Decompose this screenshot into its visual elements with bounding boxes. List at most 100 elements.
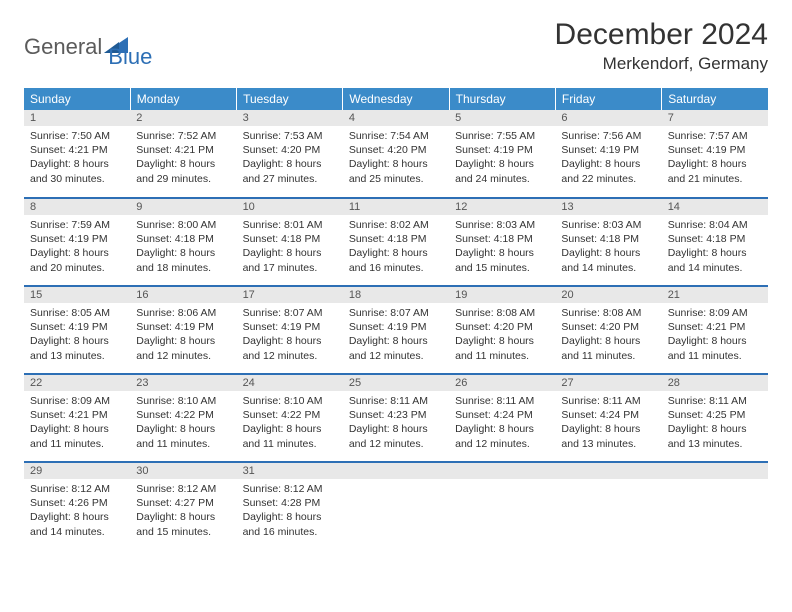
day-number: 10: [237, 199, 343, 215]
calendar-day-cell: 13Sunrise: 8:03 AMSunset: 4:18 PMDayligh…: [555, 198, 661, 286]
logo-text-blue: Blue: [108, 44, 152, 70]
daylight-line: Daylight: 8 hours and 13 minutes.: [30, 334, 124, 362]
calendar-day-cell: 16Sunrise: 8:06 AMSunset: 4:19 PMDayligh…: [130, 286, 236, 374]
sunset-line: Sunset: 4:19 PM: [668, 143, 762, 157]
day-number: 3: [237, 110, 343, 126]
sunset-line: Sunset: 4:22 PM: [136, 408, 230, 422]
calendar-day-cell: 7Sunrise: 7:57 AMSunset: 4:19 PMDaylight…: [662, 110, 768, 198]
calendar-day-cell: [555, 462, 661, 550]
calendar-day-cell: [662, 462, 768, 550]
day-details: Sunrise: 8:12 AMSunset: 4:26 PMDaylight:…: [24, 479, 130, 543]
sunset-line: Sunset: 4:19 PM: [455, 143, 549, 157]
day-details: Sunrise: 8:00 AMSunset: 4:18 PMDaylight:…: [130, 215, 236, 279]
sunrise-line: Sunrise: 8:07 AM: [349, 306, 443, 320]
sunset-line: Sunset: 4:26 PM: [30, 496, 124, 510]
daylight-line: Daylight: 8 hours and 11 minutes.: [136, 422, 230, 450]
weekday-header: Thursday: [449, 88, 555, 110]
logo: General Blue: [24, 24, 152, 70]
day-number-empty: [449, 463, 555, 479]
calendar-day-cell: [449, 462, 555, 550]
daylight-line: Daylight: 8 hours and 11 minutes.: [30, 422, 124, 450]
calendar-day-cell: 9Sunrise: 8:00 AMSunset: 4:18 PMDaylight…: [130, 198, 236, 286]
calendar-day-cell: 22Sunrise: 8:09 AMSunset: 4:21 PMDayligh…: [24, 374, 130, 462]
day-details: Sunrise: 7:55 AMSunset: 4:19 PMDaylight:…: [449, 126, 555, 190]
weekday-header: Friday: [555, 88, 661, 110]
sunrise-line: Sunrise: 7:55 AM: [455, 129, 549, 143]
calendar-day-cell: 1Sunrise: 7:50 AMSunset: 4:21 PMDaylight…: [24, 110, 130, 198]
sunset-line: Sunset: 4:20 PM: [561, 320, 655, 334]
sunset-line: Sunset: 4:21 PM: [668, 320, 762, 334]
daylight-line: Daylight: 8 hours and 27 minutes.: [243, 157, 337, 185]
sunrise-line: Sunrise: 8:09 AM: [668, 306, 762, 320]
daylight-line: Daylight: 8 hours and 13 minutes.: [668, 422, 762, 450]
day-number: 8: [24, 199, 130, 215]
month-title: December 2024: [555, 18, 768, 52]
calendar-week-row: 8Sunrise: 7:59 AMSunset: 4:19 PMDaylight…: [24, 198, 768, 286]
calendar-day-cell: 20Sunrise: 8:08 AMSunset: 4:20 PMDayligh…: [555, 286, 661, 374]
sunset-line: Sunset: 4:20 PM: [349, 143, 443, 157]
day-number: 22: [24, 375, 130, 391]
calendar-day-cell: 19Sunrise: 8:08 AMSunset: 4:20 PMDayligh…: [449, 286, 555, 374]
daylight-line: Daylight: 8 hours and 14 minutes.: [668, 246, 762, 274]
calendar-day-cell: 28Sunrise: 8:11 AMSunset: 4:25 PMDayligh…: [662, 374, 768, 462]
day-details: Sunrise: 7:57 AMSunset: 4:19 PMDaylight:…: [662, 126, 768, 190]
location: Merkendorf, Germany: [555, 54, 768, 74]
sunset-line: Sunset: 4:19 PM: [30, 320, 124, 334]
sunrise-line: Sunrise: 8:03 AM: [455, 218, 549, 232]
calendar-day-cell: 15Sunrise: 8:05 AMSunset: 4:19 PMDayligh…: [24, 286, 130, 374]
day-number: 16: [130, 287, 236, 303]
calendar-day-cell: 24Sunrise: 8:10 AMSunset: 4:22 PMDayligh…: [237, 374, 343, 462]
daylight-line: Daylight: 8 hours and 14 minutes.: [30, 510, 124, 538]
daylight-line: Daylight: 8 hours and 29 minutes.: [136, 157, 230, 185]
sunrise-line: Sunrise: 8:02 AM: [349, 218, 443, 232]
sunset-line: Sunset: 4:21 PM: [30, 143, 124, 157]
day-details: Sunrise: 8:10 AMSunset: 4:22 PMDaylight:…: [130, 391, 236, 455]
daylight-line: Daylight: 8 hours and 15 minutes.: [455, 246, 549, 274]
daylight-line: Daylight: 8 hours and 17 minutes.: [243, 246, 337, 274]
calendar-day-cell: 17Sunrise: 8:07 AMSunset: 4:19 PMDayligh…: [237, 286, 343, 374]
weekday-header: Saturday: [662, 88, 768, 110]
day-number: 25: [343, 375, 449, 391]
day-details: Sunrise: 8:09 AMSunset: 4:21 PMDaylight:…: [24, 391, 130, 455]
sunset-line: Sunset: 4:18 PM: [349, 232, 443, 246]
sunrise-line: Sunrise: 7:56 AM: [561, 129, 655, 143]
day-number: 27: [555, 375, 661, 391]
day-number: 9: [130, 199, 236, 215]
day-details: Sunrise: 8:08 AMSunset: 4:20 PMDaylight:…: [449, 303, 555, 367]
sunset-line: Sunset: 4:19 PM: [30, 232, 124, 246]
sunrise-line: Sunrise: 8:08 AM: [455, 306, 549, 320]
day-details: Sunrise: 8:10 AMSunset: 4:22 PMDaylight:…: [237, 391, 343, 455]
sunrise-line: Sunrise: 7:54 AM: [349, 129, 443, 143]
daylight-line: Daylight: 8 hours and 11 minutes.: [561, 334, 655, 362]
sunrise-line: Sunrise: 8:10 AM: [136, 394, 230, 408]
day-details: Sunrise: 7:50 AMSunset: 4:21 PMDaylight:…: [24, 126, 130, 190]
daylight-line: Daylight: 8 hours and 12 minutes.: [136, 334, 230, 362]
sunrise-line: Sunrise: 8:05 AM: [30, 306, 124, 320]
calendar-week-row: 22Sunrise: 8:09 AMSunset: 4:21 PMDayligh…: [24, 374, 768, 462]
day-number: 13: [555, 199, 661, 215]
weekday-header: Wednesday: [343, 88, 449, 110]
calendar-day-cell: 3Sunrise: 7:53 AMSunset: 4:20 PMDaylight…: [237, 110, 343, 198]
weekday-header-row: Sunday Monday Tuesday Wednesday Thursday…: [24, 88, 768, 110]
calendar-week-row: 1Sunrise: 7:50 AMSunset: 4:21 PMDaylight…: [24, 110, 768, 198]
sunset-line: Sunset: 4:19 PM: [243, 320, 337, 334]
title-block: December 2024 Merkendorf, Germany: [555, 18, 768, 74]
day-number-empty: [555, 463, 661, 479]
calendar-day-cell: 10Sunrise: 8:01 AMSunset: 4:18 PMDayligh…: [237, 198, 343, 286]
sunset-line: Sunset: 4:25 PM: [668, 408, 762, 422]
header: General Blue December 2024 Merkendorf, G…: [24, 18, 768, 74]
day-number: 6: [555, 110, 661, 126]
calendar-day-cell: 18Sunrise: 8:07 AMSunset: 4:19 PMDayligh…: [343, 286, 449, 374]
calendar-table: Sunday Monday Tuesday Wednesday Thursday…: [24, 88, 768, 550]
daylight-line: Daylight: 8 hours and 30 minutes.: [30, 157, 124, 185]
day-details: Sunrise: 8:11 AMSunset: 4:23 PMDaylight:…: [343, 391, 449, 455]
calendar-day-cell: 11Sunrise: 8:02 AMSunset: 4:18 PMDayligh…: [343, 198, 449, 286]
day-number: 11: [343, 199, 449, 215]
day-details: Sunrise: 8:07 AMSunset: 4:19 PMDaylight:…: [343, 303, 449, 367]
daylight-line: Daylight: 8 hours and 15 minutes.: [136, 510, 230, 538]
calendar-day-cell: 29Sunrise: 8:12 AMSunset: 4:26 PMDayligh…: [24, 462, 130, 550]
daylight-line: Daylight: 8 hours and 20 minutes.: [30, 246, 124, 274]
sunrise-line: Sunrise: 7:52 AM: [136, 129, 230, 143]
day-details: Sunrise: 8:08 AMSunset: 4:20 PMDaylight:…: [555, 303, 661, 367]
sunset-line: Sunset: 4:18 PM: [455, 232, 549, 246]
